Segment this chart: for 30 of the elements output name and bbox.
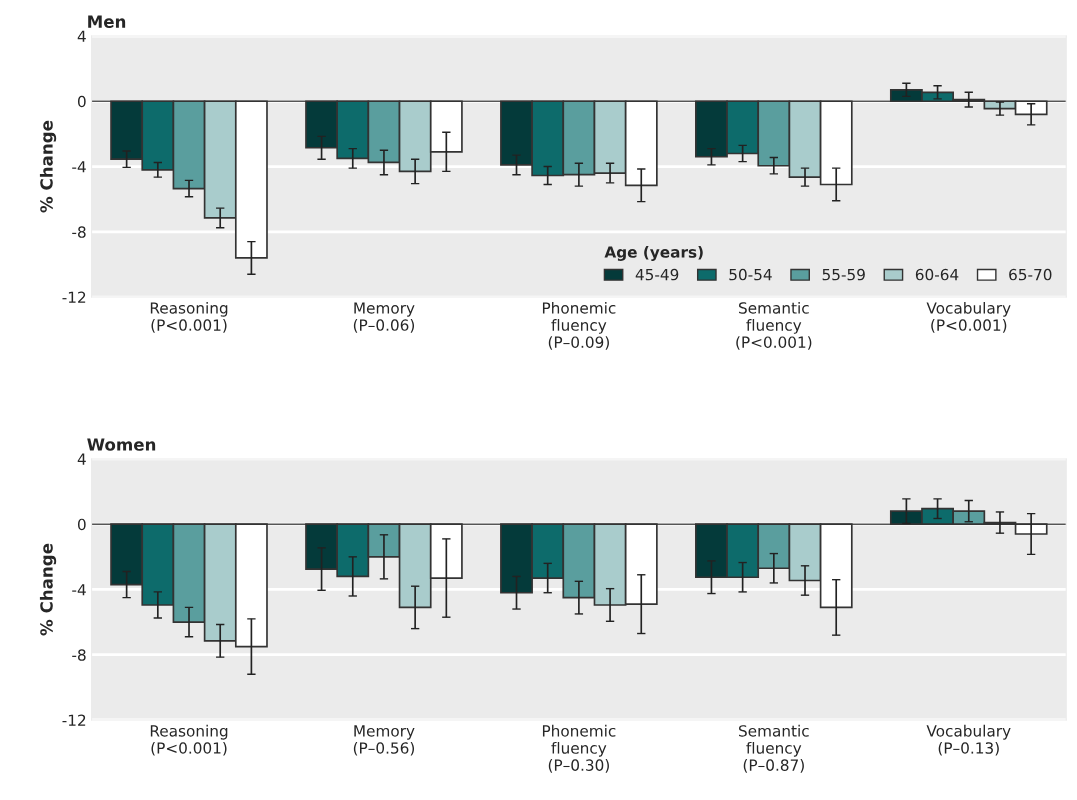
chart-title: Men — [88, 15, 126, 28]
y-tick-label: 0 — [77, 95, 86, 108]
y-tick-label: 0 — [77, 518, 86, 531]
y-tick-label: -8 — [72, 649, 86, 661]
y-axis-title: % Change — [39, 543, 57, 636]
y-axis-title: % Change — [39, 120, 57, 213]
legend-label: 50-54 — [729, 268, 772, 281]
x-tick-label: Phonemic fluency (P–0.09) — [542, 301, 616, 350]
legend-label: 55-59 — [822, 268, 865, 281]
x-tick-label: Reasoning (P<0.001) — [150, 301, 228, 333]
y-tick-label: -8 — [72, 226, 86, 238]
y-tick-label: -4 — [72, 161, 86, 173]
x-tick-label: Memory (P–0.06) — [353, 302, 415, 333]
y-tick-label: -4 — [72, 584, 86, 596]
y-tick-label: -12 — [62, 291, 86, 303]
legend-label: 60-64 — [915, 268, 959, 281]
legend-label: 45-49 — [635, 268, 679, 281]
chart-title: Women — [87, 438, 156, 451]
y-tick-label: 4 — [77, 453, 86, 465]
legend-title: Age (years) — [604, 246, 703, 261]
x-tick-label: Phonemic fluency (P–0.30) — [542, 724, 616, 773]
x-tick-label: Vocabulary (P–0.13) — [926, 724, 1011, 756]
y-tick-label: 4 — [77, 30, 86, 42]
x-tick-label: Memory (P–0.56) — [353, 725, 415, 756]
legend-label: 65-70 — [1009, 268, 1052, 281]
x-tick-label: Vocabulary (P<0.001) — [926, 301, 1011, 333]
y-tick-label: -12 — [62, 714, 86, 726]
x-tick-label: Reasoning (P<0.001) — [150, 724, 228, 756]
x-tick-label: Semantic fluency (P<0.001) — [736, 301, 812, 350]
x-tick-label: Semantic fluency (P–0.87) — [739, 724, 809, 773]
